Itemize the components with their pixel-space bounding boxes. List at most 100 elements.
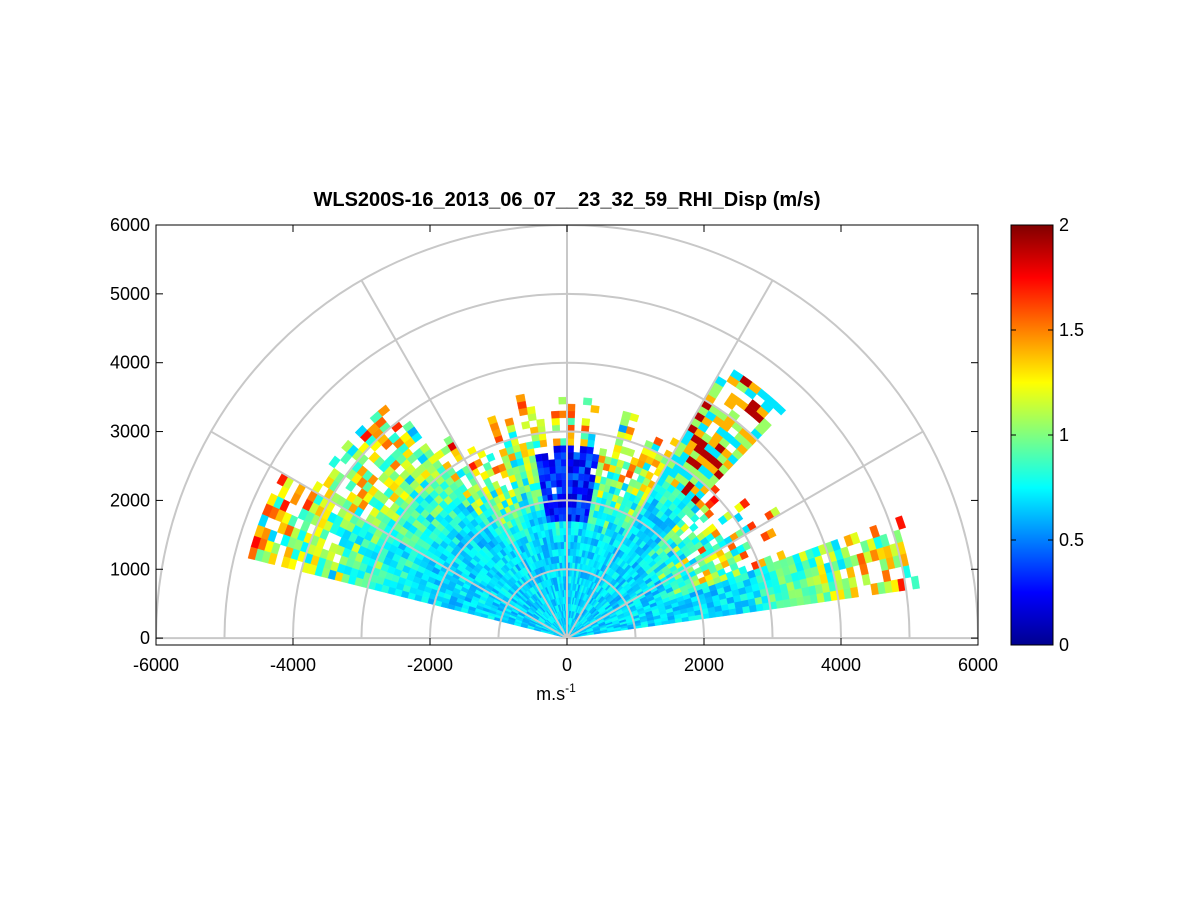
- data-cell: [581, 418, 591, 427]
- data-cell: [572, 452, 581, 460]
- y-tick-label: 0: [140, 628, 150, 648]
- data-cell: [577, 479, 584, 488]
- data-cell: [566, 403, 576, 412]
- data-cell: [504, 417, 515, 427]
- data-cell: [521, 420, 531, 430]
- data-cell: [570, 527, 575, 536]
- x-tick-label: 2000: [684, 655, 724, 675]
- data-cell: [548, 459, 556, 468]
- data-cell: [354, 424, 368, 438]
- data-cell: [776, 550, 787, 561]
- data-cell: [598, 448, 608, 457]
- data-cell: [553, 445, 561, 453]
- data-cell: [553, 452, 562, 460]
- data-cell: [498, 447, 508, 458]
- plot-area: -6000 -4000 -2000 0 2000 4000 6000 0 1000 2000 30…: [110, 215, 998, 675]
- chart-title: WLS200S-16_2013_06_07__23_32_59_RHI_Disp…: [313, 189, 820, 211]
- data-cell: [487, 415, 498, 425]
- data-cell: [566, 417, 575, 426]
- grid-spoke: [210, 430, 568, 639]
- data-cell: [574, 514, 581, 522]
- x-axis-label-base: m.s: [536, 684, 565, 704]
- y-tick-label: 5000: [110, 284, 150, 304]
- data-cell: [569, 548, 574, 556]
- data-cell: [578, 466, 586, 475]
- x-tick-label: -4000: [270, 655, 316, 675]
- data-cell: [583, 466, 592, 475]
- data-cell: [869, 524, 880, 539]
- colorbar-tick-label: 0.5: [1059, 530, 1084, 550]
- data-cell: [328, 455, 341, 469]
- data-cell: [590, 405, 600, 414]
- x-tick-label: 0: [562, 655, 572, 675]
- data-cell: [247, 546, 258, 561]
- colorbar-tick-label: 2: [1059, 215, 1069, 235]
- data-cell: [569, 555, 573, 563]
- data-cell: [895, 515, 907, 530]
- data-cell: [557, 507, 563, 515]
- data-cell: [542, 466, 551, 475]
- data-cell: [766, 527, 777, 539]
- data-cell: [621, 410, 632, 420]
- colorbar-tick-label: 1: [1059, 425, 1069, 445]
- data-cell: [345, 480, 357, 493]
- data-cell: [585, 452, 593, 462]
- data-cell: [579, 452, 587, 461]
- data-cell: [591, 453, 600, 463]
- colorbar-bar: [1010, 224, 1054, 646]
- x-axis-label-superscript: -1: [565, 681, 576, 695]
- data-cell: [555, 472, 562, 481]
- data-cell: [536, 418, 546, 427]
- data-cell: [830, 538, 841, 552]
- data-cell: [653, 436, 664, 447]
- data-cell: [558, 396, 568, 405]
- data-cell: [572, 458, 580, 467]
- data-cell: [558, 410, 568, 419]
- colorbar-tick-label: 0: [1059, 635, 1069, 655]
- data-cell: [581, 487, 589, 496]
- data-cell: [579, 445, 588, 454]
- data-cell: [580, 438, 589, 447]
- data-cell: [739, 497, 751, 509]
- data-cell: [587, 481, 595, 490]
- data-cell: [574, 521, 580, 529]
- data-cell: [586, 446, 594, 455]
- data-cell: [541, 452, 549, 462]
- data-cell: [763, 555, 774, 566]
- data-cell: [590, 460, 599, 469]
- data-cell: [571, 486, 578, 495]
- data-cell: [576, 486, 584, 495]
- x-tick-label: -6000: [133, 655, 179, 675]
- data-cell: [559, 527, 564, 536]
- colorbar-tick-label: 1.5: [1059, 320, 1084, 340]
- data-cell: [558, 520, 564, 529]
- data-cell: [555, 479, 562, 488]
- y-tick-label: 6000: [110, 215, 150, 235]
- y-axis-ticks: 0 1000 2000 3000 4000 5000 6000: [110, 215, 978, 648]
- grid-spoke: [360, 279, 568, 639]
- x-axis-label: m.s-1: [536, 681, 576, 704]
- data-cell: [707, 523, 717, 534]
- data-cell: [560, 445, 568, 453]
- data-cell: [554, 458, 562, 467]
- grid-spoke: [566, 430, 924, 639]
- data-cell: [583, 473, 591, 482]
- data-cell: [570, 514, 576, 522]
- data-cell: [586, 439, 595, 448]
- data-cell: [572, 479, 579, 488]
- data-cell: [526, 406, 536, 415]
- data-cell: [556, 486, 563, 495]
- data-cell: [570, 534, 575, 543]
- data-cell: [566, 438, 575, 446]
- y-tick-label: 2000: [110, 490, 150, 510]
- data-cell: [549, 473, 557, 481]
- data-cell: [849, 531, 861, 545]
- data-cell: [850, 586, 859, 599]
- data-cell: [369, 411, 383, 424]
- grid-spoke: [566, 279, 774, 639]
- colorbar: 0 0.5 1 1.5 2: [1010, 215, 1084, 655]
- y-tick-label: 3000: [110, 422, 150, 442]
- data-cell: [572, 472, 579, 481]
- data-cell: [575, 507, 581, 516]
